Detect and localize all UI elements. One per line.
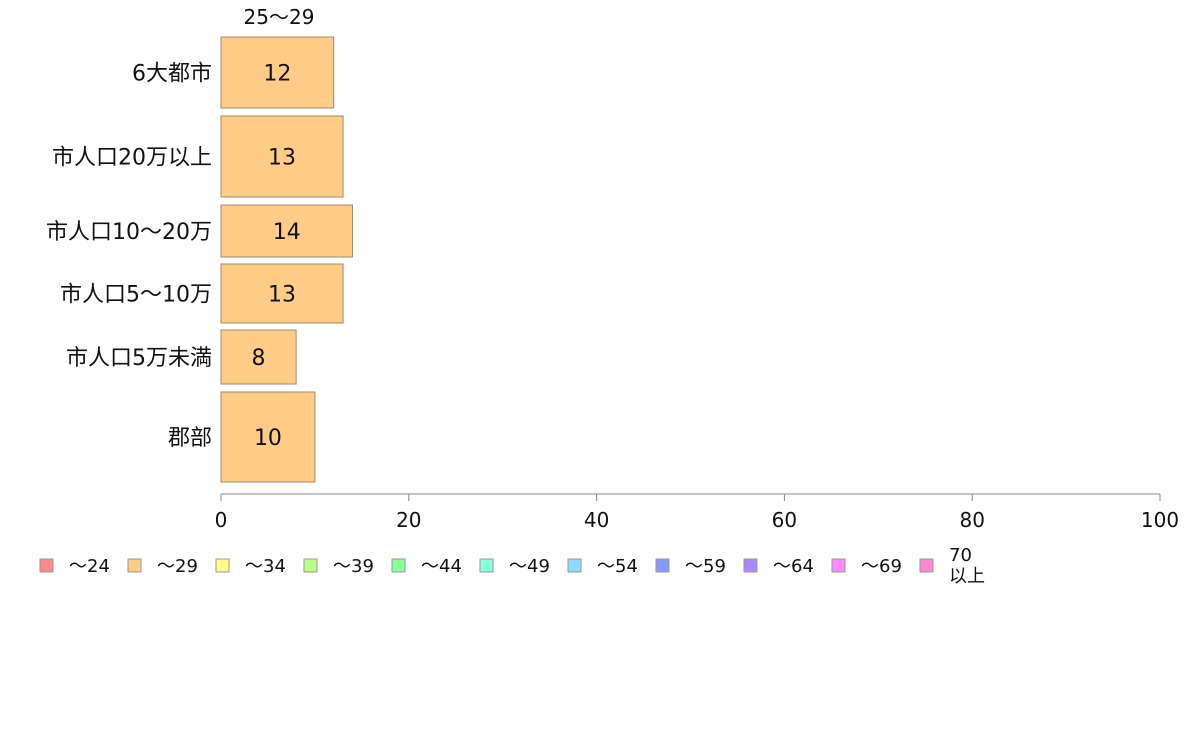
legend-swatch	[655, 558, 670, 573]
legend-label: 〜64	[773, 556, 814, 577]
legend-label: 〜34	[245, 556, 286, 577]
bar-value-label: 14	[273, 220, 301, 245]
x-tick-label: 0	[215, 508, 228, 532]
x-tick-label: 80	[959, 508, 984, 532]
legend-swatch	[919, 558, 934, 573]
legend-swatch	[215, 558, 230, 573]
x-tick-label: 60	[772, 508, 797, 532]
bar-value-label: 12	[263, 62, 291, 87]
category-label: 市人口20万以上	[52, 146, 212, 171]
category-label: 市人口5万未満	[66, 346, 212, 371]
category-label: 市人口10〜20万	[46, 220, 212, 245]
legend-swatch	[831, 558, 846, 573]
legend-swatch	[39, 558, 54, 573]
legend-swatch	[743, 558, 758, 573]
legend-swatch	[127, 558, 142, 573]
legend-swatch	[303, 558, 318, 573]
legend-label: 〜49	[509, 556, 550, 577]
category-label: 6大都市	[132, 62, 212, 87]
bar	[220, 263, 344, 324]
legend-label: 〜59	[685, 556, 726, 577]
legend-label: 70 以上	[949, 545, 985, 587]
legend-label: 〜69	[861, 556, 902, 577]
category-label: 市人口5〜10万	[60, 283, 212, 308]
legend-swatch	[567, 558, 582, 573]
bar	[220, 115, 344, 198]
bar	[220, 204, 353, 258]
x-tick-label: 40	[584, 508, 609, 532]
bar	[220, 329, 297, 385]
bar-value-label: 10	[254, 426, 282, 451]
legend-label: 〜54	[597, 556, 638, 577]
category-label: 郡部	[168, 426, 212, 451]
legend-label: 〜39	[333, 556, 374, 577]
legend-swatch	[479, 558, 494, 573]
bar-value-label: 13	[268, 146, 296, 171]
bar-value-label: 8	[252, 346, 266, 371]
bar	[220, 391, 316, 483]
legend-swatch	[391, 558, 406, 573]
bar-value-label: 13	[268, 283, 296, 308]
legend-label: 〜24	[69, 556, 110, 577]
legend-label: 〜29	[157, 556, 198, 577]
legend-label: 〜44	[421, 556, 462, 577]
x-tick-label: 100	[1141, 508, 1179, 532]
series-label: 25〜29	[244, 5, 315, 29]
bar	[220, 36, 335, 109]
x-tick-label: 20	[396, 508, 421, 532]
